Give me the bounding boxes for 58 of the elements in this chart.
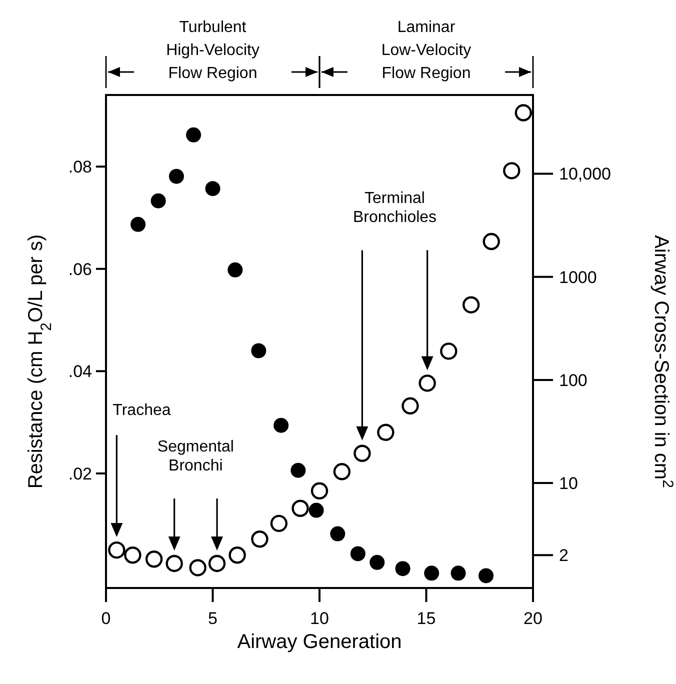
point (166, 554, 183, 572)
point (440, 342, 458, 360)
point (402, 397, 419, 415)
point (377, 424, 394, 441)
y2-tick-label: 2 (559, 546, 568, 566)
point (189, 559, 206, 576)
y2-tick-label: 1000 (559, 268, 597, 287)
point (150, 193, 166, 208)
point (186, 127, 202, 142)
point (514, 104, 532, 122)
point (333, 463, 351, 480)
x-tick-label: 0 (101, 609, 111, 628)
point (205, 181, 220, 196)
point (330, 526, 346, 542)
text: Turbulent High-Velocity Flow Region (166, 19, 260, 82)
x-tick-label: 15 (416, 609, 436, 628)
point (395, 561, 410, 576)
point (418, 374, 436, 392)
point (124, 546, 142, 564)
point (145, 550, 163, 568)
y-tick-label: .08 (68, 158, 92, 177)
point (290, 462, 306, 478)
x-tick-label: 20 (524, 609, 542, 628)
y-tick-label: .04 (68, 362, 92, 382)
annotation: Segmental Bronchi (157, 438, 234, 474)
point (503, 162, 520, 180)
x-tick-label: 10 (310, 609, 329, 628)
y-tick-label: .02 (68, 464, 92, 484)
y-tick-label: .06 (68, 260, 92, 279)
point (478, 568, 494, 584)
point (270, 514, 288, 532)
point (308, 502, 324, 518)
annotation: Trachea (112, 402, 171, 420)
text: Laminar Low-Velocity Flow Region (381, 19, 472, 82)
point (350, 546, 366, 562)
point (251, 343, 266, 358)
y2-tick-label: 100 (559, 370, 588, 390)
annotation: Terminal Bronchioles (352, 190, 437, 226)
x-tick-label: 5 (208, 609, 218, 628)
point (251, 530, 268, 548)
point (482, 232, 500, 250)
point (228, 546, 246, 564)
point (292, 500, 309, 517)
point (168, 168, 184, 184)
point (228, 262, 243, 278)
point (424, 566, 440, 581)
point (108, 541, 126, 559)
point (208, 554, 226, 572)
point (462, 296, 480, 314)
point (130, 216, 146, 232)
x-axis-title: Airway Generation (237, 631, 402, 653)
point (310, 482, 328, 500)
point (450, 566, 466, 581)
point (370, 554, 385, 570)
point (274, 418, 289, 433)
point (354, 444, 371, 462)
y2-tick-label: 10,000 (559, 164, 611, 184)
y2-tick-label: 10 (559, 474, 578, 494)
